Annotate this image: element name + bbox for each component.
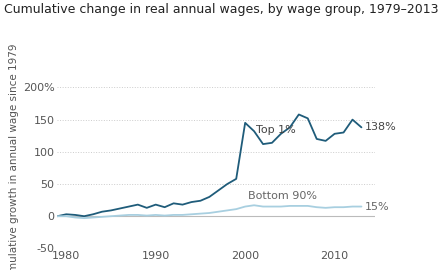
Text: Top 1%: Top 1% (256, 126, 295, 136)
Y-axis label: Cumulative growth in annual wage since 1979: Cumulative growth in annual wage since 1… (9, 43, 19, 270)
Text: 15%: 15% (365, 201, 390, 212)
Text: Cumulative change in real annual wages, by wage group, 1979–2013: Cumulative change in real annual wages, … (4, 3, 439, 16)
Text: Bottom 90%: Bottom 90% (248, 191, 317, 201)
Text: 138%: 138% (365, 122, 397, 132)
